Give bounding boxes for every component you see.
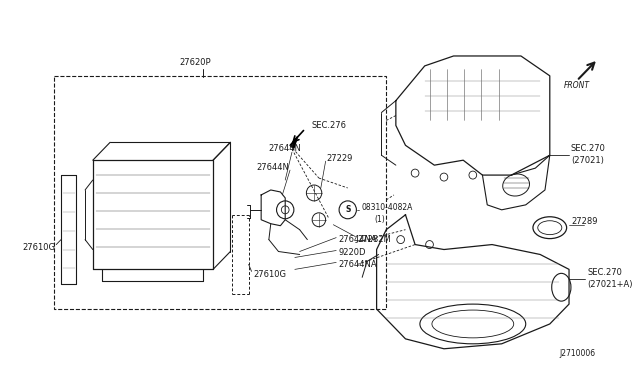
Text: 27644NA: 27644NA <box>338 260 377 269</box>
Text: J2710006: J2710006 <box>559 349 596 358</box>
Text: 27229: 27229 <box>326 154 353 163</box>
Text: SEC.270: SEC.270 <box>571 144 606 153</box>
Text: SEC.276: SEC.276 <box>311 121 346 130</box>
Text: 08310-4082A: 08310-4082A <box>361 203 413 212</box>
Text: FRONT: FRONT <box>564 81 589 90</box>
Text: (27021): (27021) <box>571 156 604 165</box>
Text: 27644N: 27644N <box>257 163 289 171</box>
Text: 27289: 27289 <box>571 217 598 226</box>
Text: S: S <box>345 205 351 214</box>
Text: 27610G: 27610G <box>253 270 287 279</box>
Bar <box>54 76 386 309</box>
Text: 27644NA: 27644NA <box>338 235 377 244</box>
Text: 27282M: 27282M <box>357 235 391 244</box>
Text: SEC.270: SEC.270 <box>588 268 622 277</box>
Text: (1): (1) <box>374 215 385 224</box>
Text: 27620P: 27620P <box>179 58 211 67</box>
Text: (27021+A): (27021+A) <box>588 280 633 289</box>
Text: 27644N: 27644N <box>269 144 301 153</box>
Text: 27610G: 27610G <box>22 243 56 252</box>
Polygon shape <box>290 137 298 148</box>
Text: 9220D: 9220D <box>338 248 365 257</box>
